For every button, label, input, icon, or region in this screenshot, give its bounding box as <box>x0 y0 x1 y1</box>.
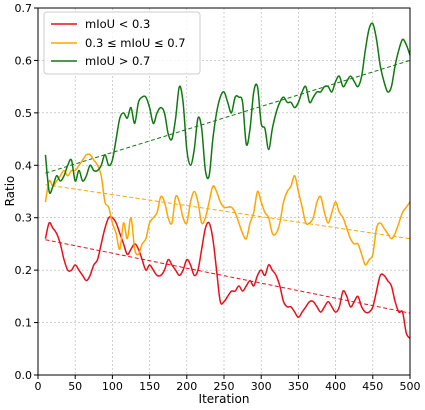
legend-label-mid: 0.3 ≤ mIoU ≤ 0.7 <box>85 36 186 50</box>
y-tick-label: 0.5 <box>15 107 33 120</box>
x-tick-label: 100 <box>102 380 123 393</box>
x-tick-label: 250 <box>214 380 235 393</box>
y-tick-label: 0.4 <box>15 159 33 172</box>
series-line-2 <box>44 22 411 195</box>
y-tick-label: 0.6 <box>15 54 33 67</box>
y-axis-label: Ratio <box>3 176 17 207</box>
x-tick-label: 400 <box>325 380 346 393</box>
trendline-0 <box>45 239 411 314</box>
y-tick-label: 0.7 <box>15 2 33 15</box>
y-tick-label: 0.0 <box>15 369 33 382</box>
legend-label-low: mIoU < 0.3 <box>85 17 150 31</box>
series-line-1 <box>44 153 411 266</box>
trendlines <box>45 59 411 314</box>
legend-label-high: mIoU > 0.7 <box>85 54 150 68</box>
x-tick-label: 200 <box>176 380 197 393</box>
x-axis-label: Iteration <box>199 392 250 406</box>
legend-box <box>43 11 201 75</box>
y-tick-label: 0.3 <box>15 212 33 225</box>
trendline-1 <box>45 184 411 240</box>
x-tick-label: 350 <box>288 380 309 393</box>
x-tick-label: 0 <box>35 380 42 393</box>
x-axis-ticks: 0 50 100 150 200 250 300 350 400 450 500 <box>35 375 421 393</box>
y-tick-label: 0.2 <box>15 264 33 277</box>
x-tick-label: 300 <box>251 380 272 393</box>
trendline-2 <box>45 59 411 174</box>
legend: mIoU < 0.3 0.3 ≤ mIoU ≤ 0.7 mIoU > 0.7 <box>43 11 201 75</box>
x-tick-label: 450 <box>362 380 383 393</box>
x-tick-label: 150 <box>139 380 160 393</box>
series-line-0 <box>44 215 411 339</box>
series-lines <box>44 22 411 339</box>
y-tick-label: 0.1 <box>15 317 33 330</box>
x-tick-label: 500 <box>400 380 421 393</box>
y-axis-ticks: 0.0 0.1 0.2 0.3 0.4 0.5 0.6 0.7 <box>15 2 38 382</box>
x-tick-label: 50 <box>68 380 82 393</box>
